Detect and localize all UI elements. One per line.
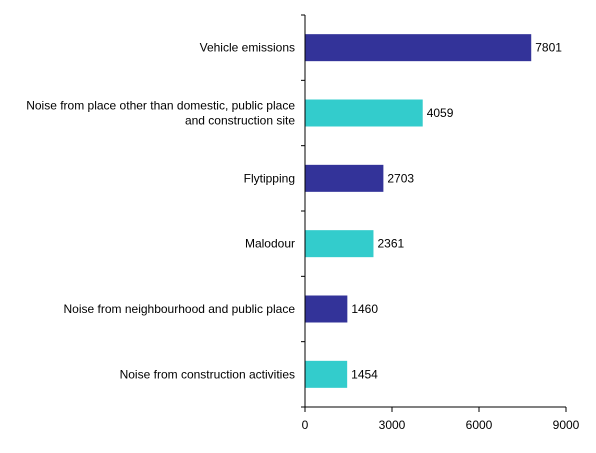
x-tick-label-2: 6000 [466, 418, 493, 432]
value-labels-group: 7801 4059 2703 2361 1460 1454 [351, 41, 562, 382]
x-tick-label-3: 9000 [553, 418, 580, 432]
bar-1 [305, 99, 423, 127]
value-label-4: 1460 [351, 302, 378, 316]
category-label-0: Vehicle emissions [200, 41, 295, 55]
bar-3 [305, 230, 374, 258]
category-label-2: Flytipping [244, 171, 295, 185]
value-label-2: 2703 [387, 171, 414, 185]
value-label-1: 4059 [427, 106, 454, 120]
bar-2 [305, 164, 384, 192]
bar-4 [305, 295, 348, 323]
value-label-5: 1454 [351, 367, 378, 381]
category-label-1: Noise from place other than domestic, pu… [26, 99, 295, 128]
bars-group [305, 34, 532, 388]
category-label-5: Noise from construction activities [120, 367, 295, 381]
x-tick-label-1: 3000 [379, 418, 406, 432]
value-label-0: 7801 [535, 41, 562, 55]
bar-5 [305, 360, 348, 388]
bar-0 [305, 34, 532, 62]
x-tick-label-0: 0 [302, 418, 309, 432]
x-ticks-group: 0 3000 6000 9000 [302, 407, 580, 432]
value-label-3: 2361 [377, 237, 404, 251]
category-labels-group: Vehicle emissions Noise from place other … [26, 41, 295, 382]
category-label-3: Malodour [245, 237, 295, 251]
axes-group [301, 14, 566, 408]
category-label-4: Noise from neighbourhood and public plac… [64, 302, 296, 316]
